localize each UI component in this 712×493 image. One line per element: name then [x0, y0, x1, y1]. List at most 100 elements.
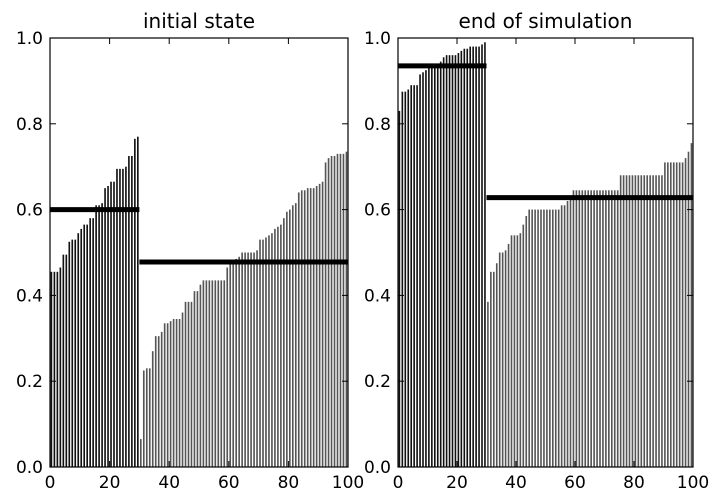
- bar-group1-3: [148, 368, 151, 467]
- bar-group1-8: [163, 323, 166, 467]
- bar-group0-13: [436, 68, 439, 467]
- bar-group1-11: [172, 319, 175, 467]
- y-tick-label: 0.4: [364, 286, 391, 306]
- bar-group1-21: [202, 280, 205, 467]
- x-tick-label: 100: [332, 473, 364, 493]
- bar-group1-46: [277, 226, 279, 467]
- bar-group1-12: [522, 224, 525, 467]
- bar-group1-54: [646, 175, 649, 467]
- bar-group1-59: [661, 175, 663, 467]
- bar-group1-31: [232, 263, 235, 467]
- bar-group0-11: [431, 68, 433, 467]
- bar-group0-4: [62, 254, 65, 467]
- bar-group1-5: [154, 336, 157, 467]
- bar-group1-19: [543, 209, 545, 467]
- bar-group1-43: [613, 190, 616, 468]
- bar-group1-25: [560, 205, 563, 467]
- bar-group1-20: [199, 284, 202, 467]
- bar-group1-47: [625, 175, 628, 467]
- y-tick-label: 0.6: [364, 201, 391, 221]
- bar-group1-68: [687, 151, 690, 467]
- bar-group1-65: [333, 155, 336, 468]
- bar-group0-10: [80, 228, 83, 467]
- bar-group1-61: [667, 162, 669, 467]
- bar-group0-8: [422, 72, 424, 467]
- bar-group0-24: [469, 46, 472, 467]
- x-tick-label: 40: [158, 473, 180, 493]
- bar-group1-35: [244, 252, 246, 467]
- bar-group1-12: [175, 319, 178, 467]
- bar-group1-62: [669, 162, 672, 467]
- bar-group0-2: [404, 91, 407, 468]
- bar-group0-22: [116, 168, 118, 467]
- bar-group1-66: [336, 153, 339, 467]
- bar-group0-21: [460, 50, 463, 468]
- bar-group1-67: [684, 158, 687, 467]
- bar-group1-17: [190, 301, 193, 467]
- bar-group0-20: [110, 181, 112, 467]
- bar-group1-49: [286, 211, 288, 467]
- bar-group0-21: [113, 181, 115, 467]
- bar-group1-45: [274, 228, 276, 467]
- bar-group0-0: [398, 110, 401, 468]
- bar-group1-24: [211, 280, 214, 467]
- bar-group0-10: [428, 68, 430, 467]
- bar-group0-4: [410, 85, 413, 467]
- bar-group0-7: [71, 239, 74, 467]
- y-tick-label: 0.0: [364, 458, 391, 478]
- bar-group1-30: [229, 263, 232, 467]
- bar-group1-5: [501, 252, 504, 467]
- bar-group1-13: [525, 216, 528, 467]
- bar-group1-11: [519, 233, 522, 467]
- bar-group1-62: [324, 162, 327, 467]
- bar-group1-66: [681, 162, 684, 467]
- bar-group1-46: [622, 175, 625, 467]
- panel-initial-state: 0 20 40 60 80 100 0.0 0.2 0.4 0.6 0.8 1.0 initial st…: [16, 9, 364, 493]
- bar-group1-25: [214, 280, 217, 467]
- bar-group1-56: [306, 188, 309, 467]
- bar-group0-27: [478, 46, 480, 467]
- bar-group1-28: [569, 198, 572, 468]
- bar-group0-13: [89, 218, 91, 467]
- bar-group0-17: [101, 203, 103, 468]
- bar-group1-51: [637, 175, 640, 467]
- bar-group0-26: [128, 155, 130, 468]
- bar-group1-38: [599, 190, 601, 468]
- bar-group1-0: [487, 301, 489, 467]
- axes-frame: [49, 37, 349, 468]
- y-tick-label: 1.0: [364, 29, 391, 49]
- bar-group1-9: [513, 235, 516, 467]
- bar-group0-14: [92, 218, 94, 467]
- bar-group0-12: [86, 224, 88, 467]
- x-tick-label: 80: [623, 473, 645, 493]
- bar-group1-6: [157, 336, 160, 467]
- bar-group1-23: [554, 209, 557, 467]
- bar-group1-40: [605, 190, 607, 468]
- x-tick-label: 0: [45, 473, 56, 493]
- bar-group1-42: [610, 190, 613, 468]
- bar-group1-24: [557, 209, 560, 467]
- bar-group0-28: [134, 138, 136, 467]
- bar-group1-69: [345, 151, 348, 467]
- bar-group1-36: [593, 190, 595, 468]
- bar-group1-67: [339, 153, 342, 467]
- bar-group1-55: [649, 175, 651, 467]
- x-tick-label: 0: [393, 473, 404, 493]
- bar-group1-41: [608, 190, 610, 468]
- bar-group0-2: [56, 271, 59, 467]
- bar-group1-69: [690, 143, 693, 468]
- bar-group1-0: [140, 439, 142, 467]
- bar-group1-34: [587, 190, 590, 468]
- bar-group1-29: [226, 267, 229, 467]
- bar-group0-5: [413, 85, 415, 467]
- bar-group1-64: [330, 155, 333, 468]
- bar-group0-25: [472, 46, 474, 467]
- bar-group1-36: [247, 252, 249, 467]
- bar-group1-31: [578, 190, 581, 468]
- bar-group0-11: [83, 224, 86, 467]
- bar-group0-18: [451, 55, 454, 467]
- x-tick-label: 60: [564, 473, 586, 493]
- bar-group1-37: [596, 190, 598, 468]
- bar-group1-17: [537, 209, 539, 467]
- chart-title: end of simulation: [459, 9, 633, 33]
